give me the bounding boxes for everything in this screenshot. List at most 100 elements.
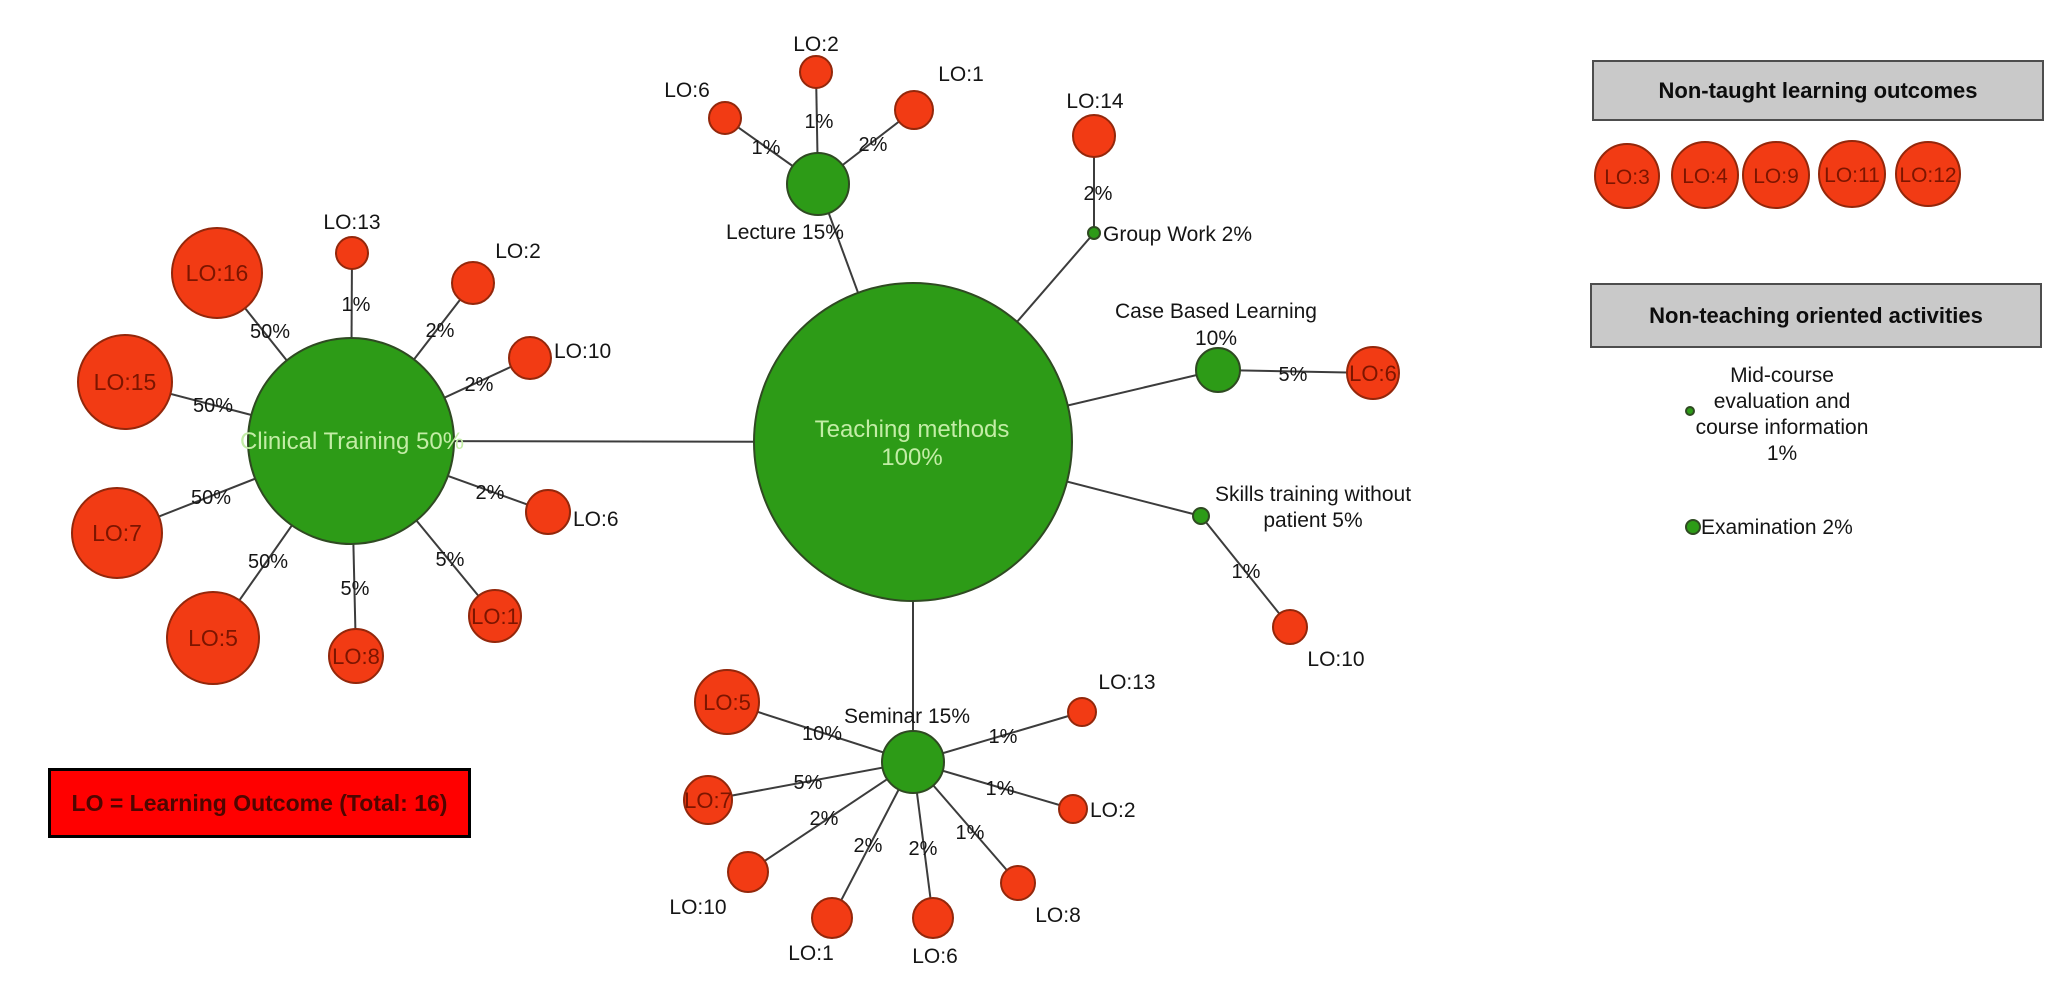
node-label-lecture: Lecture 15% bbox=[726, 221, 844, 244]
node-label-seminar-lo8: LO:8 bbox=[1035, 904, 1081, 927]
edge-percent-label: 2% bbox=[810, 808, 839, 830]
edge-line bbox=[1200, 515, 1291, 628]
node-seminar-lo1 bbox=[811, 897, 853, 939]
node-group-work bbox=[1087, 226, 1101, 240]
node-seminar bbox=[881, 730, 945, 794]
node-label-lecture-lo1: LO:1 bbox=[938, 63, 984, 86]
node-clinical-lo5 bbox=[166, 591, 260, 685]
edge-line bbox=[747, 761, 914, 873]
node-label-seminar-lo5: LO:5 bbox=[703, 690, 751, 715]
node-clinical-training bbox=[247, 337, 455, 545]
node-label-teaching-methods: Teaching methods 100% bbox=[815, 416, 1010, 471]
edge-percent-label: 1% bbox=[805, 111, 834, 133]
edge-percent-label: 50% bbox=[191, 487, 231, 509]
edge-percent-label: 1% bbox=[1232, 561, 1261, 583]
node-teaching-methods bbox=[753, 282, 1073, 602]
node-clinical-lo13 bbox=[335, 236, 369, 270]
node-label-clinical-lo8: LO:8 bbox=[332, 644, 380, 669]
edge-percent-label: 5% bbox=[341, 578, 370, 600]
node-label-group-work: Group Work 2% bbox=[1103, 223, 1252, 246]
edge-percent-label: 5% bbox=[794, 772, 823, 794]
edge-percent-label: 1% bbox=[956, 822, 985, 844]
node-label-clinical-training: Clinical Training 50% bbox=[240, 428, 464, 455]
node-label-lecture-lo2: LO:2 bbox=[793, 33, 839, 56]
node-groupwork-lo14 bbox=[1072, 114, 1116, 158]
node-label-legend-lo9: LO:9 bbox=[1753, 165, 1799, 188]
edge-percent-label: 2% bbox=[476, 482, 505, 504]
node-label-clinical-lo7: LO:7 bbox=[92, 520, 142, 546]
node-skills-lo10 bbox=[1272, 609, 1308, 645]
node-seminar-lo7 bbox=[683, 775, 733, 825]
edge-percent-label: 5% bbox=[436, 549, 465, 571]
node-lecture bbox=[786, 152, 850, 216]
legend-non-teaching-title: Non-teaching oriented activities bbox=[1649, 302, 1983, 328]
node-clinical-lo2 bbox=[451, 261, 495, 305]
node-label-seminar-lo2: LO:2 bbox=[1090, 799, 1136, 822]
node-examination-dot bbox=[1685, 519, 1701, 535]
node-label-clinical-lo10: LO:10 bbox=[554, 340, 611, 363]
node-seminar-lo13 bbox=[1067, 697, 1097, 727]
edge-percent-label: 2% bbox=[909, 838, 938, 860]
node-midcourse-dot bbox=[1685, 406, 1695, 416]
node-clinical-lo8 bbox=[328, 628, 384, 684]
node-label-groupwork-lo14: LO:14 bbox=[1066, 90, 1124, 113]
node-legend-lo4 bbox=[1671, 141, 1739, 209]
edge-percent-label: 50% bbox=[250, 321, 290, 343]
node-label-clinical-lo6: LO:6 bbox=[573, 508, 619, 531]
node-label-seminar: Seminar 15% bbox=[844, 705, 970, 728]
node-clinical-lo1 bbox=[468, 589, 522, 643]
edge-percent-label: 1% bbox=[752, 137, 781, 159]
node-skills-training bbox=[1192, 507, 1210, 525]
node-label-legend-lo11: LO:11 bbox=[1824, 164, 1880, 187]
node-lecture-lo2 bbox=[799, 55, 833, 89]
node-label-seminar-lo10: LO:10 bbox=[669, 896, 726, 919]
node-label-clinical-lo13: LO:13 bbox=[323, 211, 380, 234]
edge-percent-label: 50% bbox=[193, 395, 233, 417]
examination-label: Examination 2% bbox=[1701, 516, 1853, 539]
node-seminar-lo5 bbox=[694, 669, 760, 735]
node-label-seminar-lo13: LO:13 bbox=[1098, 671, 1155, 694]
node-seminar-lo8 bbox=[1000, 865, 1036, 901]
legend-non-taught-box: Non-taught learning outcomes bbox=[1592, 60, 2044, 121]
legend-non-teaching-box: Non-teaching oriented activities bbox=[1590, 283, 2042, 348]
node-label-clinical-lo16: LO:16 bbox=[186, 260, 249, 286]
node-label-legend-lo4: LO:4 bbox=[1682, 165, 1728, 188]
edge-percent-label: 2% bbox=[859, 134, 888, 156]
node-clinical-lo10 bbox=[508, 336, 552, 380]
node-label-clinical-lo15: LO:15 bbox=[94, 369, 157, 395]
midcourse-evaluation-label: Mid-course evaluation and course informa… bbox=[1695, 364, 1869, 465]
node-label-legend-lo12: LO:12 bbox=[1899, 164, 1956, 187]
node-label-lecture-lo6: LO:6 bbox=[664, 79, 710, 102]
node-legend-lo12 bbox=[1895, 141, 1961, 207]
node-clinical-lo16 bbox=[171, 227, 263, 319]
lo-note-box: LO = Learning Outcome (Total: 16) bbox=[48, 768, 471, 838]
node-seminar-lo2 bbox=[1058, 794, 1088, 824]
node-legend-lo3 bbox=[1594, 143, 1660, 209]
edge-percent-label: 50% bbox=[248, 551, 288, 573]
node-seminar-lo6 bbox=[912, 897, 954, 939]
node-label-clinical-lo2: LO:2 bbox=[495, 240, 541, 263]
lo-note-label: LO = Learning Outcome (Total: 16) bbox=[71, 789, 448, 816]
node-label-seminar-lo7: LO:7 bbox=[684, 788, 732, 813]
edge-percent-label: 1% bbox=[989, 726, 1018, 748]
node-label-clinical-lo5: LO:5 bbox=[188, 625, 238, 651]
node-seminar-lo10 bbox=[727, 851, 769, 893]
edge-percent-label: 2% bbox=[426, 320, 455, 342]
node-legend-lo11 bbox=[1818, 140, 1886, 208]
edge-percent-label: 2% bbox=[465, 374, 494, 396]
node-label-cbl-lo6: LO:6 bbox=[1349, 361, 1397, 386]
edge-percent-label: 1% bbox=[986, 778, 1015, 800]
node-label-legend-lo3: LO:3 bbox=[1604, 166, 1650, 189]
node-label-case-based-learning: Case Based Learning 10% bbox=[1115, 300, 1317, 350]
node-label-clinical-lo1: LO:1 bbox=[471, 604, 519, 629]
node-legend-lo9 bbox=[1742, 141, 1810, 209]
node-label-seminar-lo1: LO:1 bbox=[788, 942, 834, 965]
edge-percent-label: 2% bbox=[1084, 183, 1113, 205]
node-clinical-lo6 bbox=[525, 489, 571, 535]
node-lecture-lo1 bbox=[894, 90, 934, 130]
legend-non-taught-title: Non-taught learning outcomes bbox=[1658, 77, 1978, 103]
node-label-skills-training: Skills training without patient 5% bbox=[1215, 483, 1411, 532]
node-cbl-lo6 bbox=[1346, 346, 1400, 400]
